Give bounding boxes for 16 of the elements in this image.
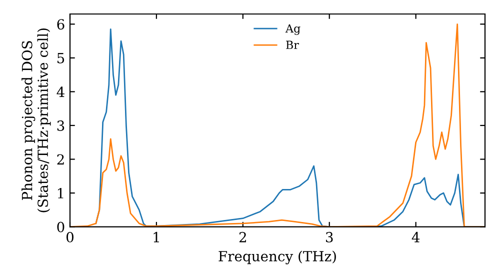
x-tick-label: 1: [154, 232, 159, 242]
legend-label: Ag: [285, 24, 300, 35]
y-tick-label: 5: [57, 53, 64, 64]
x-tick-label: 3: [326, 232, 333, 242]
y-tick-label: 0: [57, 222, 64, 232]
x-axis-title: Frequency (THz): [218, 250, 336, 264]
x-tick-label: 4: [412, 232, 420, 242]
y-tick-label: 6: [57, 19, 64, 30]
y-tick-label: 1: [58, 188, 64, 198]
y-tick-label: 4: [56, 86, 64, 97]
y-axis-title: Phonon projected DOS (States/THz·primitive cell): [22, 28, 51, 212]
y-tick-label: 3: [57, 120, 64, 131]
x-tick-label: 0: [66, 232, 74, 242]
legend-label: Br: [286, 40, 299, 49]
y-tick-label: 2: [57, 154, 64, 165]
x-tick-label: 2: [239, 232, 246, 242]
